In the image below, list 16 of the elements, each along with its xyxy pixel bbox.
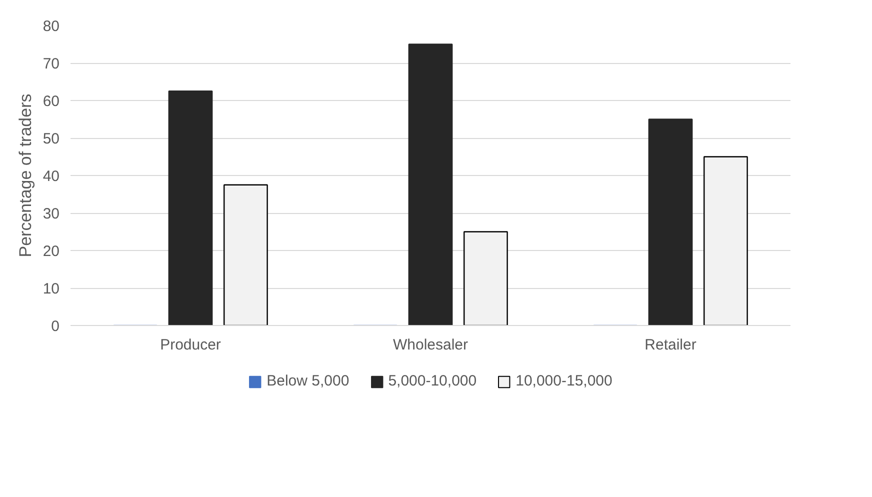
y-tick-label: 0 — [51, 318, 60, 335]
y-tick-label: 40 — [42, 168, 60, 185]
y-tick-label: 10 — [42, 280, 60, 298]
legend-label: Below 5,000 — [266, 372, 350, 390]
y-axis-title: Percentage of traders — [16, 94, 35, 258]
x-tick-label: Retailer — [644, 336, 696, 354]
legend-label: 5,000-10,000 — [388, 372, 477, 390]
y-tick-label: 20 — [42, 243, 60, 260]
y-tick-label: 50 — [42, 130, 60, 148]
y-tick-label: 80 — [42, 18, 60, 35]
x-tick-label: Wholesaler — [392, 336, 468, 354]
y-tick-label: 70 — [42, 56, 60, 72]
y-tick-label: 30 — [42, 206, 60, 222]
x-tick-label: Producer — [160, 336, 221, 354]
legend-label: 10,000-15,000 — [516, 372, 612, 390]
y-tick-label: 60 — [42, 93, 60, 110]
